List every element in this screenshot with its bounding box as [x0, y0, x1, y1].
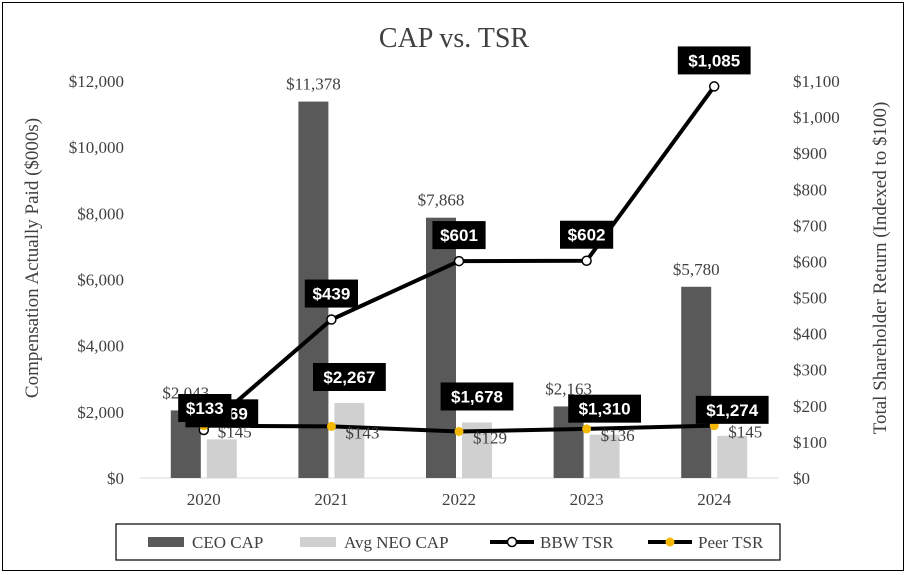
avg-neo-cap-data-label-text: $1,678	[451, 387, 503, 406]
bbw-tsr-data-label-text: $601	[440, 226, 478, 245]
right-tick-label: $800	[793, 180, 827, 199]
legend-marker	[665, 537, 675, 547]
avg-neo-cap-data-label-text: $1,274	[706, 401, 759, 420]
right-tick-label: $100	[793, 433, 827, 452]
peer-tsr-data-label: $129	[473, 428, 507, 447]
right-tick-label: $300	[793, 361, 827, 380]
ceo-cap-data-label: $7,868	[418, 191, 465, 210]
avg-neo-cap-data-label: $2,267	[313, 363, 386, 392]
marker-peer-tsr	[454, 426, 464, 436]
bbw-tsr-data-label: $133	[178, 393, 232, 422]
avg-neo-cap-data-label: $1,310	[568, 394, 641, 423]
bar-avg-neo-cap	[206, 439, 237, 478]
right-tick-label: $1,100	[793, 72, 840, 91]
ceo-cap-data-label: $11,378	[286, 75, 341, 94]
ceo-cap-data-label: $5,780	[673, 260, 720, 279]
bbw-tsr-data-label-text: $602	[568, 226, 606, 245]
bar-avg-neo-cap	[334, 403, 365, 478]
bar-avg-neo-cap	[717, 435, 748, 478]
marker-bbw-tsr	[708, 81, 720, 92]
left-tick-label: $4,000	[77, 337, 124, 356]
bbw-tsr-data-label: $1,085	[677, 46, 751, 75]
bars-layer	[170, 101, 748, 479]
right-axis-label: Total Shareholder Return (Indexed to $10…	[870, 102, 891, 435]
right-tick-label: $400	[793, 325, 827, 344]
right-tick-label: $500	[793, 289, 827, 308]
right-tick-label: $900	[793, 144, 827, 163]
marker-peer-tsr	[582, 424, 592, 434]
left-axis-label: Compensation Actually Paid ($000s)	[22, 118, 43, 398]
peer-tsr-data-label: $143	[345, 423, 379, 442]
legend-entry: BBW TSR	[540, 533, 614, 552]
bbw-tsr-data-label-box	[304, 279, 358, 308]
bbw-tsr-data-label-text: $133	[186, 399, 224, 418]
left-tick-label: $2,000	[77, 403, 124, 422]
left-axis-ticks: $0 $2,000 $4,000 $6,000 $8,000 $10,000 $12,000	[69, 72, 124, 488]
legend-swatch	[148, 537, 184, 547]
legend: CEO CAP Avg NEO CAP BBW TSR Peer TSR	[115, 523, 781, 561]
left-tick-label: $8,000	[77, 204, 124, 223]
lines-layer	[198, 81, 720, 436]
marker-bbw-tsr	[326, 314, 337, 325]
left-tick-label: $0	[107, 469, 124, 488]
bbw-tsr-data-label-text: $1,085	[688, 51, 740, 70]
bar-avg-neo-cap	[589, 434, 620, 478]
legend-entry: Peer TSR	[698, 533, 764, 552]
data-labels-layer: $2,043$11,378$7,868$2,163$5,780$145 $143 $…	[162, 46, 769, 447]
legend-entry: CEO CAP	[192, 533, 263, 552]
right-axis-ticks: $0 $100 $200 $300 $400 $500 $600 $700 $800 $900 $1…	[793, 72, 840, 488]
avg-neo-cap-data-label: $1,678	[440, 382, 514, 411]
peer-tsr-data-label: $136	[601, 426, 635, 445]
legend-swatch	[300, 537, 336, 547]
peer-tsr-data-label: $145	[728, 423, 762, 442]
peer-tsr-data-label: $145	[218, 423, 252, 442]
x-tick-label: 2020	[187, 490, 221, 509]
ceo-cap-data-label: $2,163	[545, 379, 592, 398]
bbw-tsr-data-label-box	[560, 220, 614, 249]
bbw-tsr-data-label-text: $439	[312, 285, 350, 304]
marker-bbw-tsr	[453, 255, 465, 267]
x-tick-label: 2023	[570, 490, 604, 509]
marker-peer-tsr	[326, 421, 336, 431]
left-tick-label: $6,000	[77, 271, 124, 290]
avg-neo-cap-data-label-box	[313, 363, 386, 392]
right-tick-label: $600	[793, 252, 827, 271]
right-tick-label: $1,000	[793, 108, 840, 127]
left-tick-label: $10,000	[69, 138, 124, 157]
avg-neo-cap-data-label-text: $2,267	[323, 368, 375, 387]
chart-title: CAP vs. TSR	[379, 23, 529, 54]
bbw-tsr-data-label: $602	[560, 220, 614, 249]
bar-ceo-cap	[681, 286, 712, 478]
legend-entry: Avg NEO CAP	[344, 533, 449, 552]
avg-neo-cap-data-label: $1,274	[695, 395, 769, 424]
avg-neo-cap-data-label-text: $1,310	[579, 400, 631, 419]
x-axis-ticks: 2020 2021 2022 2023 2024	[187, 490, 732, 509]
bar-ceo-cap	[426, 217, 456, 479]
bbw-tsr-data-label-box	[432, 221, 486, 250]
avg-neo-cap-data-label-box	[440, 382, 514, 411]
x-tick-label: 2024	[697, 490, 732, 509]
avg-neo-cap-data-label-box	[695, 395, 769, 424]
bbw-tsr-data-label: $439	[304, 279, 358, 308]
x-tick-label: 2022	[442, 490, 476, 509]
right-tick-label: $700	[793, 216, 827, 235]
bbw-tsr-data-label-box	[677, 46, 751, 75]
marker-bbw-tsr	[581, 255, 592, 266]
bbw-tsr-data-label-box	[178, 393, 232, 422]
right-tick-label: $0	[793, 469, 810, 488]
legend-marker	[506, 536, 518, 548]
right-tick-label: $200	[793, 397, 827, 416]
bbw-tsr-data-label: $601	[432, 221, 486, 250]
left-tick-label: $12,000	[69, 72, 124, 91]
avg-neo-cap-data-label-box	[568, 394, 641, 423]
x-tick-label: 2021	[314, 490, 348, 509]
